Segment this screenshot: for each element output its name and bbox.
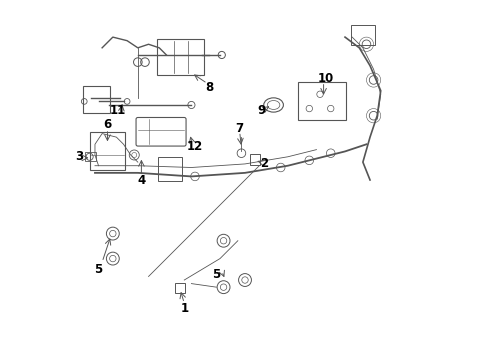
Text: 8: 8 — [205, 81, 214, 94]
Text: 3: 3 — [75, 150, 83, 163]
Text: 12: 12 — [187, 140, 203, 153]
Text: 5: 5 — [212, 268, 220, 281]
Text: 4: 4 — [137, 174, 146, 186]
Text: 7: 7 — [236, 122, 244, 135]
Text: 6: 6 — [103, 118, 112, 131]
Text: 2: 2 — [261, 157, 269, 170]
Text: 5: 5 — [95, 263, 103, 276]
Text: 11: 11 — [110, 104, 126, 117]
Text: 10: 10 — [317, 72, 334, 85]
Text: 1: 1 — [180, 302, 188, 315]
Text: 9: 9 — [257, 104, 265, 117]
